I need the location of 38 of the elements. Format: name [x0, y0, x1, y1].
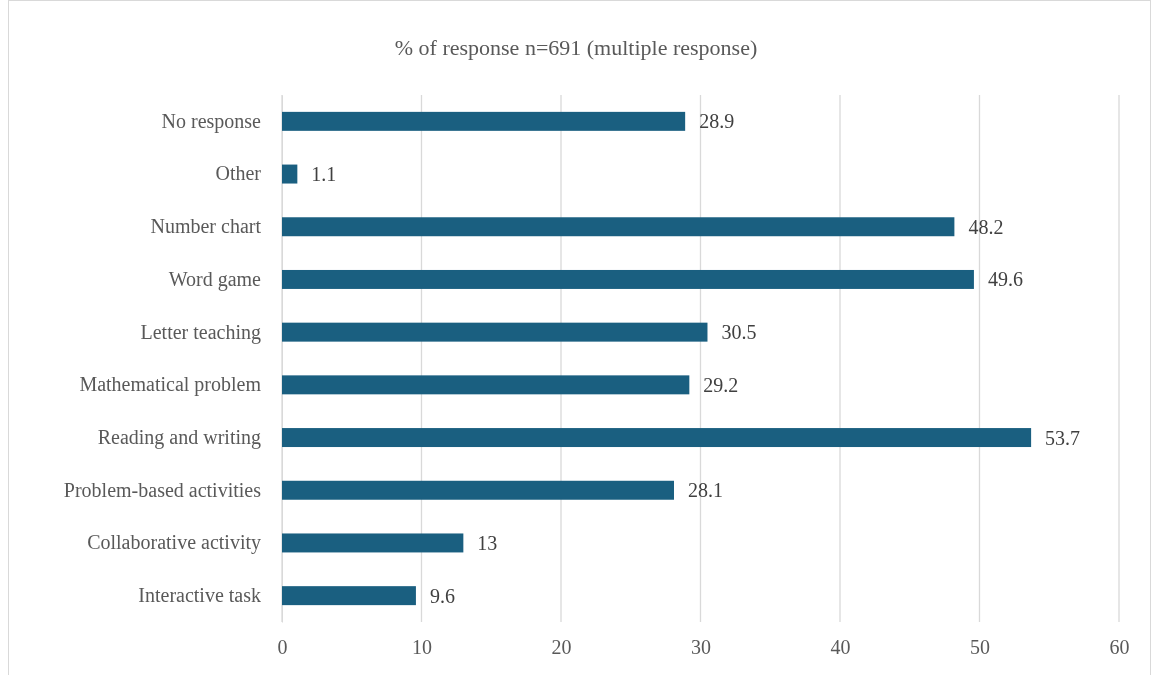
x-tick-label: 0: [277, 636, 288, 659]
data-label: 13: [477, 531, 498, 554]
y-tick-label: Reading and writing: [97, 425, 261, 449]
bar: [282, 480, 674, 500]
data-label: 9.6: [429, 584, 455, 607]
data-label: 28.9: [699, 110, 735, 133]
x-tick-label: 30: [691, 636, 711, 659]
x-tick-label: 50: [970, 636, 990, 659]
chart-title: % of response n=691 (multiple response): [394, 35, 758, 60]
y-tick-label: Mathematical problem: [79, 373, 262, 397]
y-tick-label: Collaborative activity: [87, 531, 261, 555]
data-label: 53.7: [1045, 426, 1081, 449]
y-tick-label: Interactive task: [138, 584, 261, 607]
data-label: 49.6: [987, 268, 1023, 291]
data-label: 1.1: [311, 163, 337, 186]
bar: [282, 322, 708, 342]
bar: [282, 375, 690, 395]
x-tick-label: 40: [830, 636, 851, 659]
y-tick-label: Problem-based activities: [63, 478, 262, 501]
bar: [282, 269, 974, 289]
x-tick-label: 10: [412, 636, 432, 659]
bar: [282, 586, 416, 606]
bar: [282, 164, 298, 184]
y-tick-label: Letter teaching: [140, 320, 261, 344]
bar: [282, 533, 464, 553]
data-label: 29.2: [703, 373, 739, 396]
y-tick-label: Other: [215, 162, 262, 185]
data-label: 28.1: [687, 479, 723, 502]
y-tick-label: Number chart: [150, 215, 262, 238]
y-tick-label: No response: [161, 109, 262, 133]
bar: [282, 111, 686, 131]
bar: [282, 428, 1032, 448]
x-tick-label: 20: [551, 636, 572, 659]
y-tick-label: Word game: [168, 267, 262, 291]
bar: [282, 217, 955, 237]
x-tick-label: 60: [1109, 636, 1130, 659]
data-label: 30.5: [721, 321, 757, 344]
data-label: 48.2: [968, 215, 1004, 238]
